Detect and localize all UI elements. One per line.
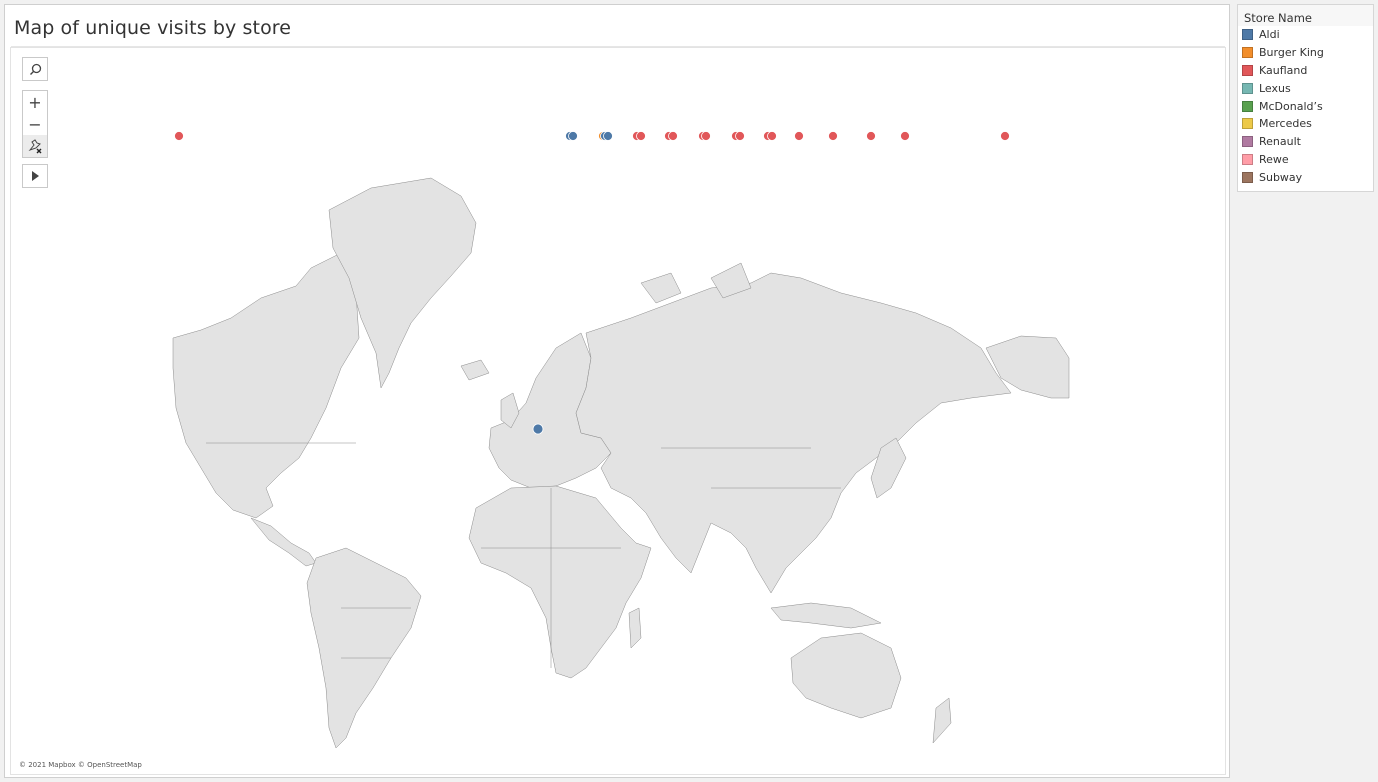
legend-label: Burger King: [1259, 46, 1324, 60]
visit-marker[interactable]: [636, 131, 646, 141]
legend-list: Aldi Burger King Kaufland Lexus McDonald’s Me…: [1238, 26, 1373, 186]
country-borders: [206, 442, 841, 668]
legend-label: Subway: [1259, 170, 1303, 184]
map-view[interactable]: + − © 2021 Mapbox © OpenStreetMap: [10, 47, 1226, 775]
land-arctic-islands: [640, 272, 682, 304]
visit-marker[interactable]: [603, 131, 613, 141]
legend-label: Kaufland: [1259, 63, 1308, 77]
legend-swatch: [1242, 136, 1253, 148]
land-japan: [870, 437, 907, 499]
visit-marker[interactable]: [174, 131, 184, 141]
legend-label: McDonald’s: [1259, 99, 1323, 113]
legend: Store Name Aldi Burger King Kaufland Lexus M…: [1237, 4, 1374, 192]
viz-panel: Map of unique visits by store: [4, 4, 1230, 778]
visit-marker[interactable]: [767, 131, 777, 141]
legend-swatch: [1242, 82, 1253, 94]
land-central-america: [250, 517, 317, 567]
land-uk: [500, 392, 520, 429]
legend-item[interactable]: Kaufland: [1238, 62, 1373, 80]
legend-swatch: [1242, 64, 1253, 76]
page-title: Map of unique visits by store: [14, 17, 292, 39]
land-new-zealand: [932, 697, 952, 744]
search-icon[interactable]: [23, 58, 47, 80]
legend-item[interactable]: Mercedes: [1238, 115, 1373, 133]
visit-marker[interactable]: [568, 131, 578, 141]
visit-marker[interactable]: [735, 131, 745, 141]
map-expand-tool[interactable]: [22, 164, 48, 188]
map-zoom-toolbar: + −: [22, 90, 48, 158]
legend-label: Aldi: [1259, 28, 1280, 42]
land-iceland: [460, 359, 490, 381]
world-map[interactable]: [11, 48, 1226, 775]
land-africa: [468, 485, 652, 679]
legend-swatch: [1242, 171, 1253, 183]
land-asia: [575, 272, 1012, 594]
land-australia: [790, 632, 902, 719]
legend-label: Renault: [1259, 135, 1301, 149]
legend-label: Lexus: [1259, 81, 1291, 95]
visit-marker[interactable]: [900, 131, 910, 141]
legend-swatch: [1242, 29, 1253, 41]
land-north-america: [172, 252, 360, 519]
visit-marker[interactable]: [701, 131, 711, 141]
visit-marker[interactable]: [794, 131, 804, 141]
visit-marker[interactable]: [828, 131, 838, 141]
land-madagascar: [628, 607, 642, 649]
legend-swatch: [1242, 47, 1253, 59]
zoom-out-button[interactable]: −: [28, 114, 42, 134]
legend-swatch: [1242, 153, 1253, 165]
legend-item[interactable]: Burger King: [1238, 44, 1373, 62]
visit-marker[interactable]: [1000, 131, 1010, 141]
land-chukotka: [985, 335, 1070, 399]
land-south-america: [306, 547, 422, 749]
zoom-in-button[interactable]: +: [28, 92, 42, 112]
land-greenland: [328, 177, 477, 389]
legend-swatch: [1242, 100, 1253, 112]
pin-map-button[interactable]: [23, 135, 47, 157]
pin-map-icon: [28, 139, 42, 154]
legend-swatch: [1242, 118, 1253, 130]
visit-marker[interactable]: [668, 131, 678, 141]
legend-item[interactable]: Aldi: [1238, 26, 1373, 44]
play-icon[interactable]: [23, 165, 47, 187]
legend-item[interactable]: Rewe: [1238, 151, 1373, 169]
legend-label: Mercedes: [1259, 117, 1312, 131]
visit-marker[interactable]: [532, 423, 544, 435]
legend-title: Store Name: [1238, 5, 1373, 26]
land-masses: [172, 177, 1070, 749]
map-attribution[interactable]: © 2021 Mapbox © OpenStreetMap: [19, 761, 142, 769]
store-visit-points: [174, 131, 1010, 435]
legend-item[interactable]: McDonald’s: [1238, 97, 1373, 115]
legend-item[interactable]: Subway: [1238, 168, 1373, 186]
legend-label: Rewe: [1259, 152, 1289, 166]
legend-item[interactable]: Lexus: [1238, 79, 1373, 97]
legend-item[interactable]: Renault: [1238, 133, 1373, 151]
land-novaya-zemlya: [710, 262, 752, 299]
visit-marker[interactable]: [866, 131, 876, 141]
title-divider: [11, 46, 1225, 47]
map-search-tool[interactable]: [22, 57, 48, 81]
land-indonesia: [770, 602, 882, 629]
